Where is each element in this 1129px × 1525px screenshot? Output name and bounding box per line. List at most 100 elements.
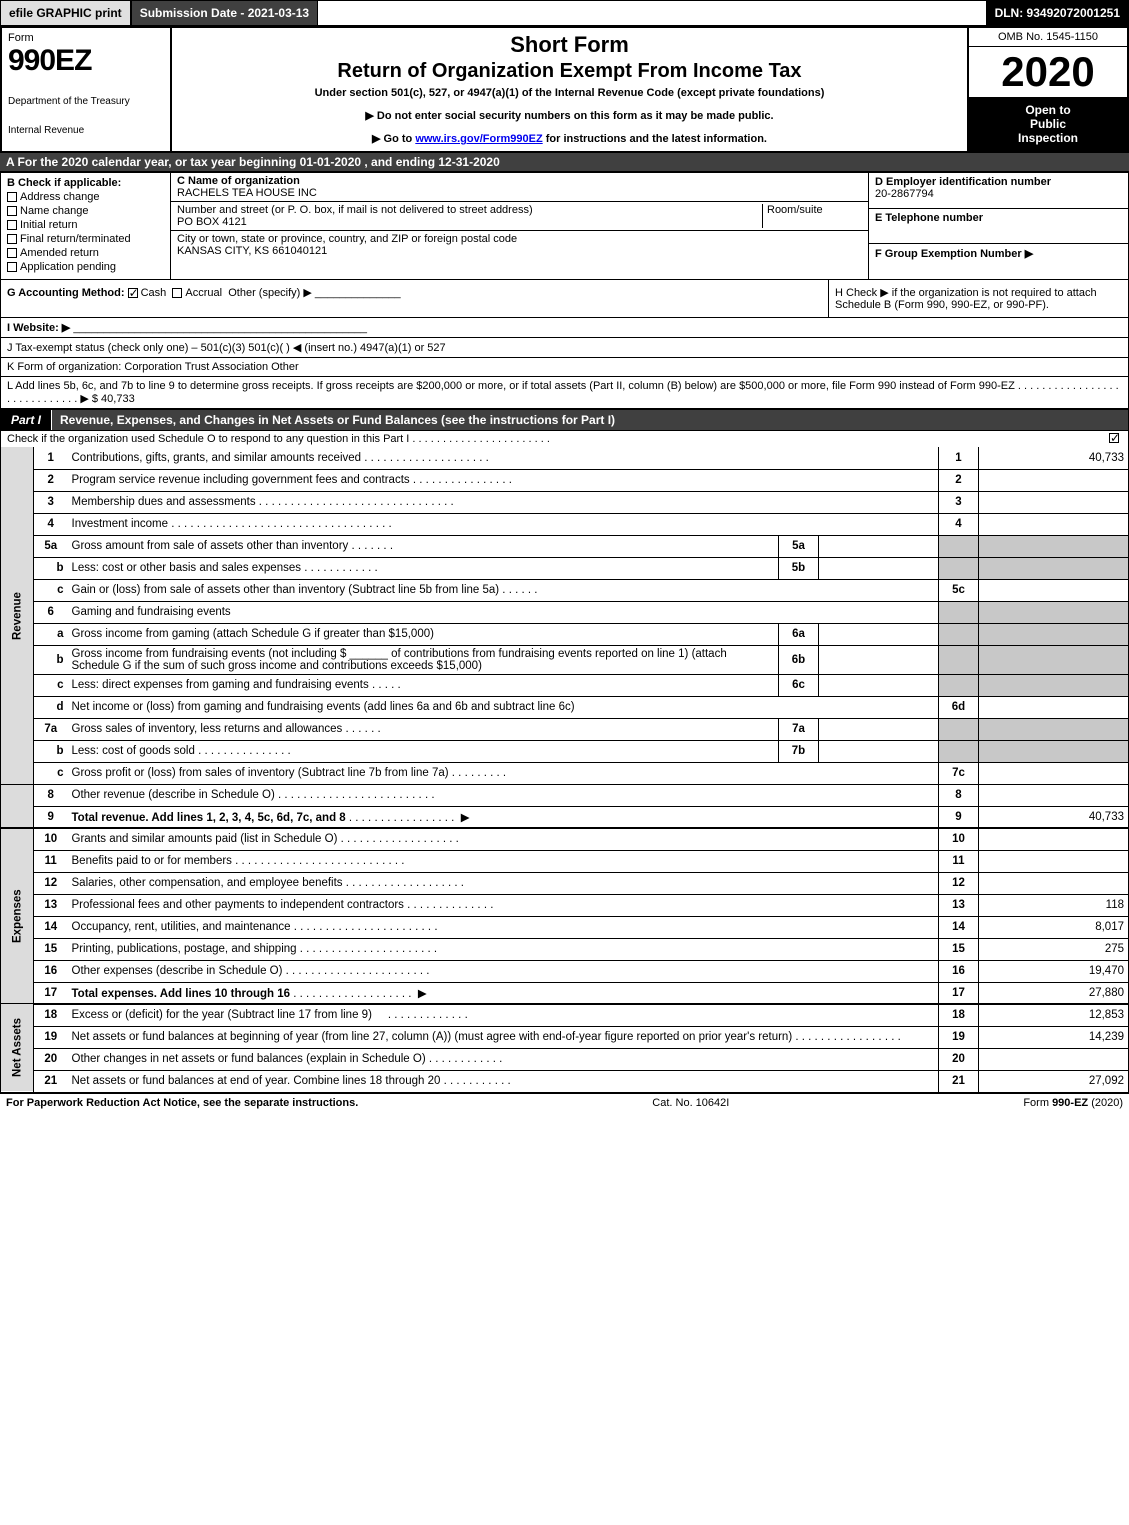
chk-address-change[interactable]: Address change (7, 191, 164, 203)
desc-1: Contributions, gifts, grants, and simila… (68, 447, 939, 469)
addr-value: PO BOX 4121 (177, 216, 762, 228)
l-text: L Add lines 5b, 6c, and 7b to line 9 to … (7, 380, 1119, 405)
efile-label[interactable]: efile GRAPHIC print (0, 0, 131, 26)
f-group: F Group Exemption Number ▶ (869, 244, 1128, 279)
ln-1: 1 (34, 447, 68, 469)
chk-application-pending[interactable]: Application pending (7, 261, 164, 273)
chk-cash[interactable] (128, 288, 138, 298)
addr-row: Number and street (or P. O. box, if mail… (171, 202, 868, 231)
row-gh: G Accounting Method: Cash Accrual Other … (0, 280, 1129, 318)
open2: Public (973, 117, 1123, 131)
table-row: 20 Other changes in net assets or fund b… (1, 1048, 1129, 1070)
table-row: 13 Professional fees and other payments … (1, 894, 1129, 916)
section-b: B Check if applicable: Address change Na… (0, 172, 1129, 280)
table-row: b Gross income from fundraising events (… (1, 645, 1129, 674)
city-row: City or town, state or province, country… (171, 231, 868, 259)
header-mid: Short Form Return of Organization Exempt… (172, 28, 967, 151)
row-k: K Form of organization: Corporation Trus… (0, 358, 1129, 377)
table-row: c Less: direct expenses from gaming and … (1, 674, 1129, 696)
subtitle: Under section 501(c), 527, or 4947(a)(1)… (178, 87, 961, 99)
e-phone: E Telephone number (869, 209, 1128, 245)
topbar-spacer (318, 0, 985, 26)
header-left: Form 990EZ Department of the Treasury In… (2, 28, 172, 151)
table-row: 17 Total expenses. Add lines 10 through … (1, 982, 1129, 1004)
table-row: 9 Total revenue. Add lines 1, 2, 3, 4, 5… (1, 806, 1129, 828)
top-bar: efile GRAPHIC print Submission Date - 20… (0, 0, 1129, 26)
note-ssn: ▶ Do not enter social security numbers o… (178, 109, 961, 122)
addr-label: Number and street (or P. O. box, if mail… (177, 204, 762, 216)
g-accounting: G Accounting Method: Cash Accrual Other … (1, 280, 828, 317)
submission-date: Submission Date - 2021-03-13 (131, 0, 318, 26)
table-row: Revenue 1 Contributions, gifts, grants, … (1, 447, 1129, 469)
chk-final-return[interactable]: Final return/terminated (7, 233, 164, 245)
j-text: J Tax-exempt status (check only one) – 5… (7, 342, 446, 354)
chk-amended-return[interactable]: Amended return (7, 247, 164, 259)
part-i-tag: Part I (1, 410, 52, 430)
table-row: 21 Net assets or fund balances at end of… (1, 1070, 1129, 1092)
open-inspection: Open to Public Inspection (969, 97, 1127, 151)
e-label: E Telephone number (875, 212, 1122, 224)
b-heading: B Check if applicable: (7, 177, 164, 189)
form-word: Form (8, 32, 164, 44)
note-link: ▶ Go to www.irs.gov/Form990EZ for instru… (178, 132, 961, 145)
header-right: OMB No. 1545-1150 2020 Open to Public In… (967, 28, 1127, 151)
table-row: 4 Investment income . . . . . . . . . . … (1, 513, 1129, 535)
title-return: Return of Organization Exempt From Incom… (178, 60, 961, 83)
b-right: D Employer identification number 20-2867… (868, 173, 1128, 279)
num-1: 1 (939, 447, 979, 469)
row-l: L Add lines 5b, 6c, and 7b to line 9 to … (0, 377, 1129, 409)
table-row: 14 Occupancy, rent, utilities, and maint… (1, 916, 1129, 938)
dept-irs: Internal Revenue (8, 125, 164, 136)
vlabel-expenses: Expenses (1, 828, 34, 1004)
open1: Open to (973, 103, 1123, 117)
table-row: 12 Salaries, other compensation, and emp… (1, 872, 1129, 894)
part-i-chk[interactable] (1109, 433, 1119, 443)
d-value: 20-2867794 (875, 188, 1122, 200)
table-row: 11 Benefits paid to or for members . . .… (1, 850, 1129, 872)
row-j: J Tax-exempt status (check only one) – 5… (0, 338, 1129, 358)
part-i-sub-text: Check if the organization used Schedule … (7, 433, 550, 445)
form-number: 990EZ (8, 44, 164, 78)
table-row: 6 Gaming and fundraising events (1, 601, 1129, 623)
row-i: I Website: ▶ ___________________________… (0, 318, 1129, 338)
open3: Inspection (973, 131, 1123, 145)
irs-link[interactable]: www.irs.gov/Form990EZ (415, 133, 542, 145)
table-row: 2 Program service revenue including gove… (1, 469, 1129, 491)
d-ein: D Employer identification number 20-2867… (869, 173, 1128, 209)
org-name: RACHELS TEA HOUSE INC (177, 187, 862, 199)
c-label: C Name of organization (177, 175, 862, 187)
table-row: Net Assets 18 Excess or (deficit) for th… (1, 1004, 1129, 1026)
table-row: 19 Net assets or fund balances at beginn… (1, 1026, 1129, 1048)
chk-accrual[interactable] (172, 288, 182, 298)
table-row: 7a Gross sales of inventory, less return… (1, 718, 1129, 740)
c-name-row: C Name of organization RACHELS TEA HOUSE… (171, 173, 868, 202)
page-footer: For Paperwork Reduction Act Notice, see … (0, 1093, 1129, 1112)
table-row: 8 Other revenue (describe in Schedule O)… (1, 784, 1129, 806)
city-value: KANSAS CITY, KS 661040121 (177, 245, 862, 257)
chk-name-change[interactable]: Name change (7, 205, 164, 217)
form-header: Form 990EZ Department of the Treasury In… (0, 26, 1129, 153)
financial-table: Revenue 1 Contributions, gifts, grants, … (0, 447, 1129, 1093)
table-row: 5a Gross amount from sale of assets othe… (1, 535, 1129, 557)
table-row: b Less: cost or other basis and sales ex… (1, 557, 1129, 579)
part-i-header: Part I Revenue, Expenses, and Changes in… (0, 409, 1129, 431)
h-check: H Check ▶ if the organization is not req… (828, 280, 1128, 317)
k-text: K Form of organization: Corporation Trus… (7, 361, 299, 373)
vlabel-netassets: Net Assets (1, 1004, 34, 1092)
footer-left: For Paperwork Reduction Act Notice, see … (6, 1097, 358, 1109)
val-1: 40,733 (979, 447, 1129, 469)
footer-mid: Cat. No. 10642I (652, 1097, 729, 1109)
city-label: City or town, state or province, country… (177, 233, 862, 245)
title-short-form: Short Form (178, 32, 961, 58)
table-row: a Gross income from gaming (attach Sched… (1, 623, 1129, 645)
part-i-title: Revenue, Expenses, and Changes in Net As… (52, 410, 1128, 430)
footer-right: Form 990-EZ (2020) (1023, 1097, 1123, 1109)
table-row: 15 Printing, publications, postage, and … (1, 938, 1129, 960)
l-val: $ 40,733 (92, 393, 135, 405)
note2-pre: ▶ Go to (372, 133, 415, 145)
chk-initial-return[interactable]: Initial return (7, 219, 164, 231)
line-a: A For the 2020 calendar year, or tax yea… (0, 153, 1129, 172)
room-label: Room/suite (762, 204, 862, 228)
table-row: 16 Other expenses (describe in Schedule … (1, 960, 1129, 982)
i-label: I Website: ▶ (7, 322, 70, 334)
